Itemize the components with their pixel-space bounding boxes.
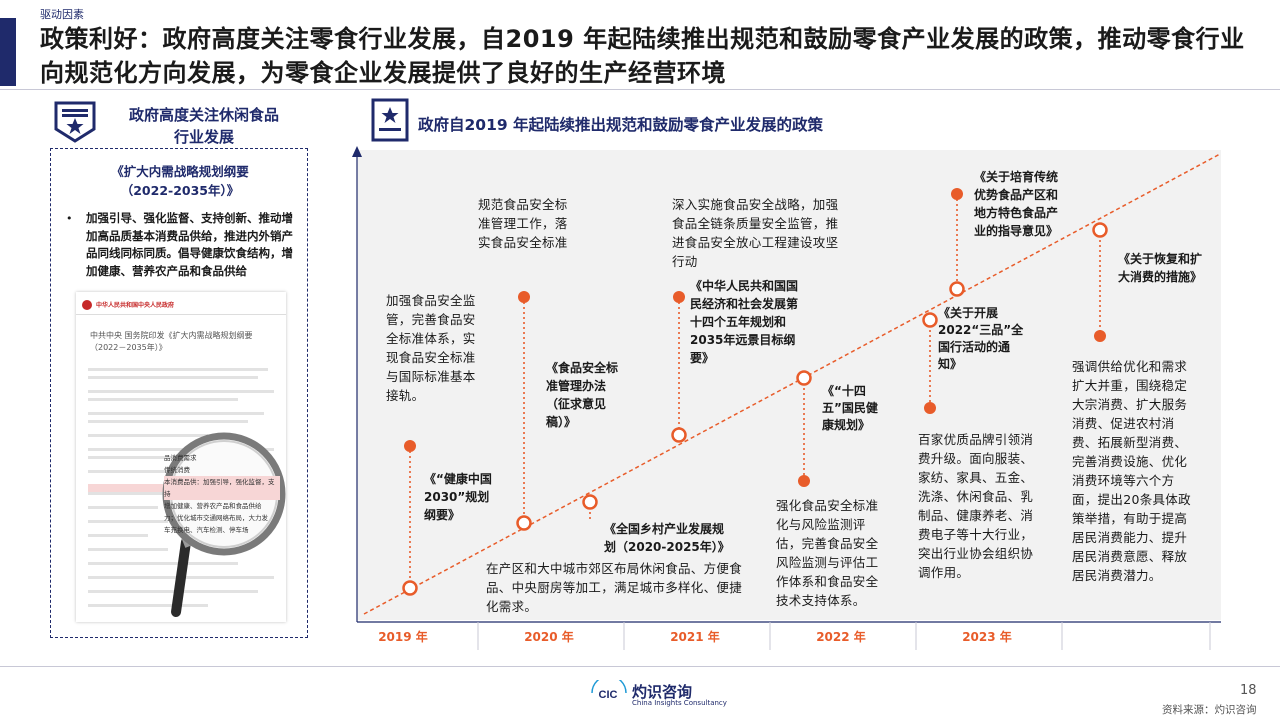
- event-title: 《全国乡村产业发展规划（2020-2025年）》: [604, 522, 730, 554]
- event-desc: 强调供给优化和需求扩大并重，围绕稳定大宗消费、扩大服务消费、促进农村消费、拓展新…: [1072, 359, 1191, 583]
- left-panel-heading: 政府高度关注休闲食品 行业发展: [104, 104, 304, 148]
- event-title: 《关于开展2022“三品”全国行活动的通知》: [938, 306, 1024, 371]
- event-title: 《关于培育传统优势食品产区和地方特色食品产业的指导意见》: [974, 170, 1059, 238]
- timeline-dot: [951, 188, 963, 200]
- event-desc: 加强食品安全监管，完善食品安全标准体系，实现食品安全标准与国际标准基本接轨。: [386, 293, 476, 403]
- policy-document-image: 中华人民共和国中央人民政府 中共中央 国务院印发《扩大内需战略规划纲要（2022…: [76, 292, 286, 622]
- event-desc: 在产区和大中城市郊区布局休闲食品、方便食品、中央厨房等加工，满足城市多样化、便捷…: [486, 561, 743, 614]
- magnified-text: 品消费需求 传统消费 本消费品供：加强引导，强化监督，支持 增加健康、营养农产品…: [164, 452, 280, 536]
- timeline-node: [516, 515, 532, 531]
- event-title: 《中华人民共和国国民经济和社会发展第十四个五年规划和2035年远景目标纲要》: [690, 279, 799, 365]
- event-title: 《“健康中国2030”规划纲要》: [424, 472, 492, 522]
- page-title: 政策利好：政府高度关注零食行业发展，自2019 年起陆续推出规范和鼓励零食产业发…: [40, 25, 1245, 87]
- timeline-node: [796, 370, 812, 386]
- logo-subtext: China Insights Consultancy: [632, 699, 727, 707]
- bullet-dot: •: [66, 212, 73, 225]
- page-number: 18: [1240, 683, 1257, 698]
- mag-line: 力；优化城市交通网络布局，大力发: [164, 514, 268, 522]
- year-label: 2023 年: [962, 630, 1012, 644]
- timeline-node: [1092, 222, 1108, 238]
- year-label: 2020 年: [524, 630, 574, 644]
- doc-heading: 中共中央 国务院印发《扩大内需战略规划纲要（2022－2035年）》: [90, 331, 253, 352]
- timeline-panel: [357, 150, 1221, 620]
- logo-text: 灼识咨询: [632, 683, 693, 701]
- doc-title-line1: 《扩大内需战略规划纲要: [111, 164, 249, 179]
- event-title: 《“十四五”国民健康规划》: [822, 384, 878, 432]
- year-label: 2019 年: [378, 630, 428, 644]
- event-desc: 规范食品安全标准管理工作，落实食品安全标准: [478, 197, 568, 250]
- event-title: 《食品安全标准管理办法（征求意见稿）》: [546, 361, 619, 429]
- footer-divider: [0, 666, 1280, 667]
- timeline-dot: [1094, 330, 1106, 342]
- mag-line: 增加健康、营养农产品和食品供给: [164, 502, 262, 510]
- doc-bullet-text: 加强引导、强化监督、支持创新、推动增加高品质基本消费品供给，推进内外销产品同线同…: [86, 211, 293, 278]
- event-desc: 深入实施食品安全战略，加强食品全链条质量安全监管，推进食品安全放心工程建设攻坚行…: [672, 197, 839, 269]
- year-label: 2021 年: [670, 630, 720, 644]
- timeline-node: [402, 580, 418, 596]
- doc-site-header: 中华人民共和国中央人民政府: [96, 302, 175, 309]
- doc-title: 《扩大内需战略规划纲要 （2022-2035年）》: [62, 162, 298, 200]
- event-desc: 强化食品安全标准化与风险监测评估，完善食品安全风险监测与评估工作体系和食品安全技…: [776, 498, 879, 608]
- event-title: 《关于恢复和扩大消费的措施》: [1118, 252, 1203, 284]
- doc-title-line2: （2022-2035年）》: [120, 183, 240, 198]
- timeline-dot: [518, 291, 530, 303]
- cic-logo-icon: CIC: [591, 680, 627, 701]
- left-heading-line2: 行业发展: [173, 128, 234, 146]
- mag-line: 本消费品供：加强引导，强化监督，支持: [164, 476, 280, 500]
- logo-mark-text: CIC: [599, 689, 618, 701]
- section-tag: 驱动因素: [40, 8, 84, 21]
- shield-star-icon: [54, 101, 96, 143]
- title-divider: [0, 89, 1280, 90]
- timeline-dot: [673, 291, 685, 303]
- left-heading-line1: 政府高度关注休闲食品: [128, 106, 279, 124]
- mag-line: 车充换电、汽车检测、停车场: [164, 526, 249, 534]
- mag-line: 传统消费: [164, 466, 190, 474]
- policy-doc-icon: [371, 98, 409, 142]
- timeline-node: [582, 494, 598, 510]
- title-accent-bar: [0, 18, 16, 86]
- source-note: 资料来源：灼识咨询: [1162, 704, 1257, 716]
- policy-doc-box: [50, 148, 308, 638]
- timeline-node: [922, 312, 938, 328]
- emblem-icon: [82, 300, 92, 310]
- timeline-dot: [924, 402, 936, 414]
- year-label: 2022 年: [816, 630, 866, 644]
- mag-line: 品消费需求: [164, 454, 197, 462]
- timeline-dot: [798, 475, 810, 487]
- right-panel-heading: 政府自2019 年起陆续推出规范和鼓励零食产业发展的政策: [418, 116, 824, 134]
- event-desc: 百家优质品牌引领消费升级。面向服装、家纺、家具、五金、洗涤、休闲食品、乳制品、健…: [918, 432, 1034, 580]
- timeline-node: [671, 427, 687, 443]
- timeline-node: [949, 281, 965, 297]
- timeline-dot: [404, 440, 416, 452]
